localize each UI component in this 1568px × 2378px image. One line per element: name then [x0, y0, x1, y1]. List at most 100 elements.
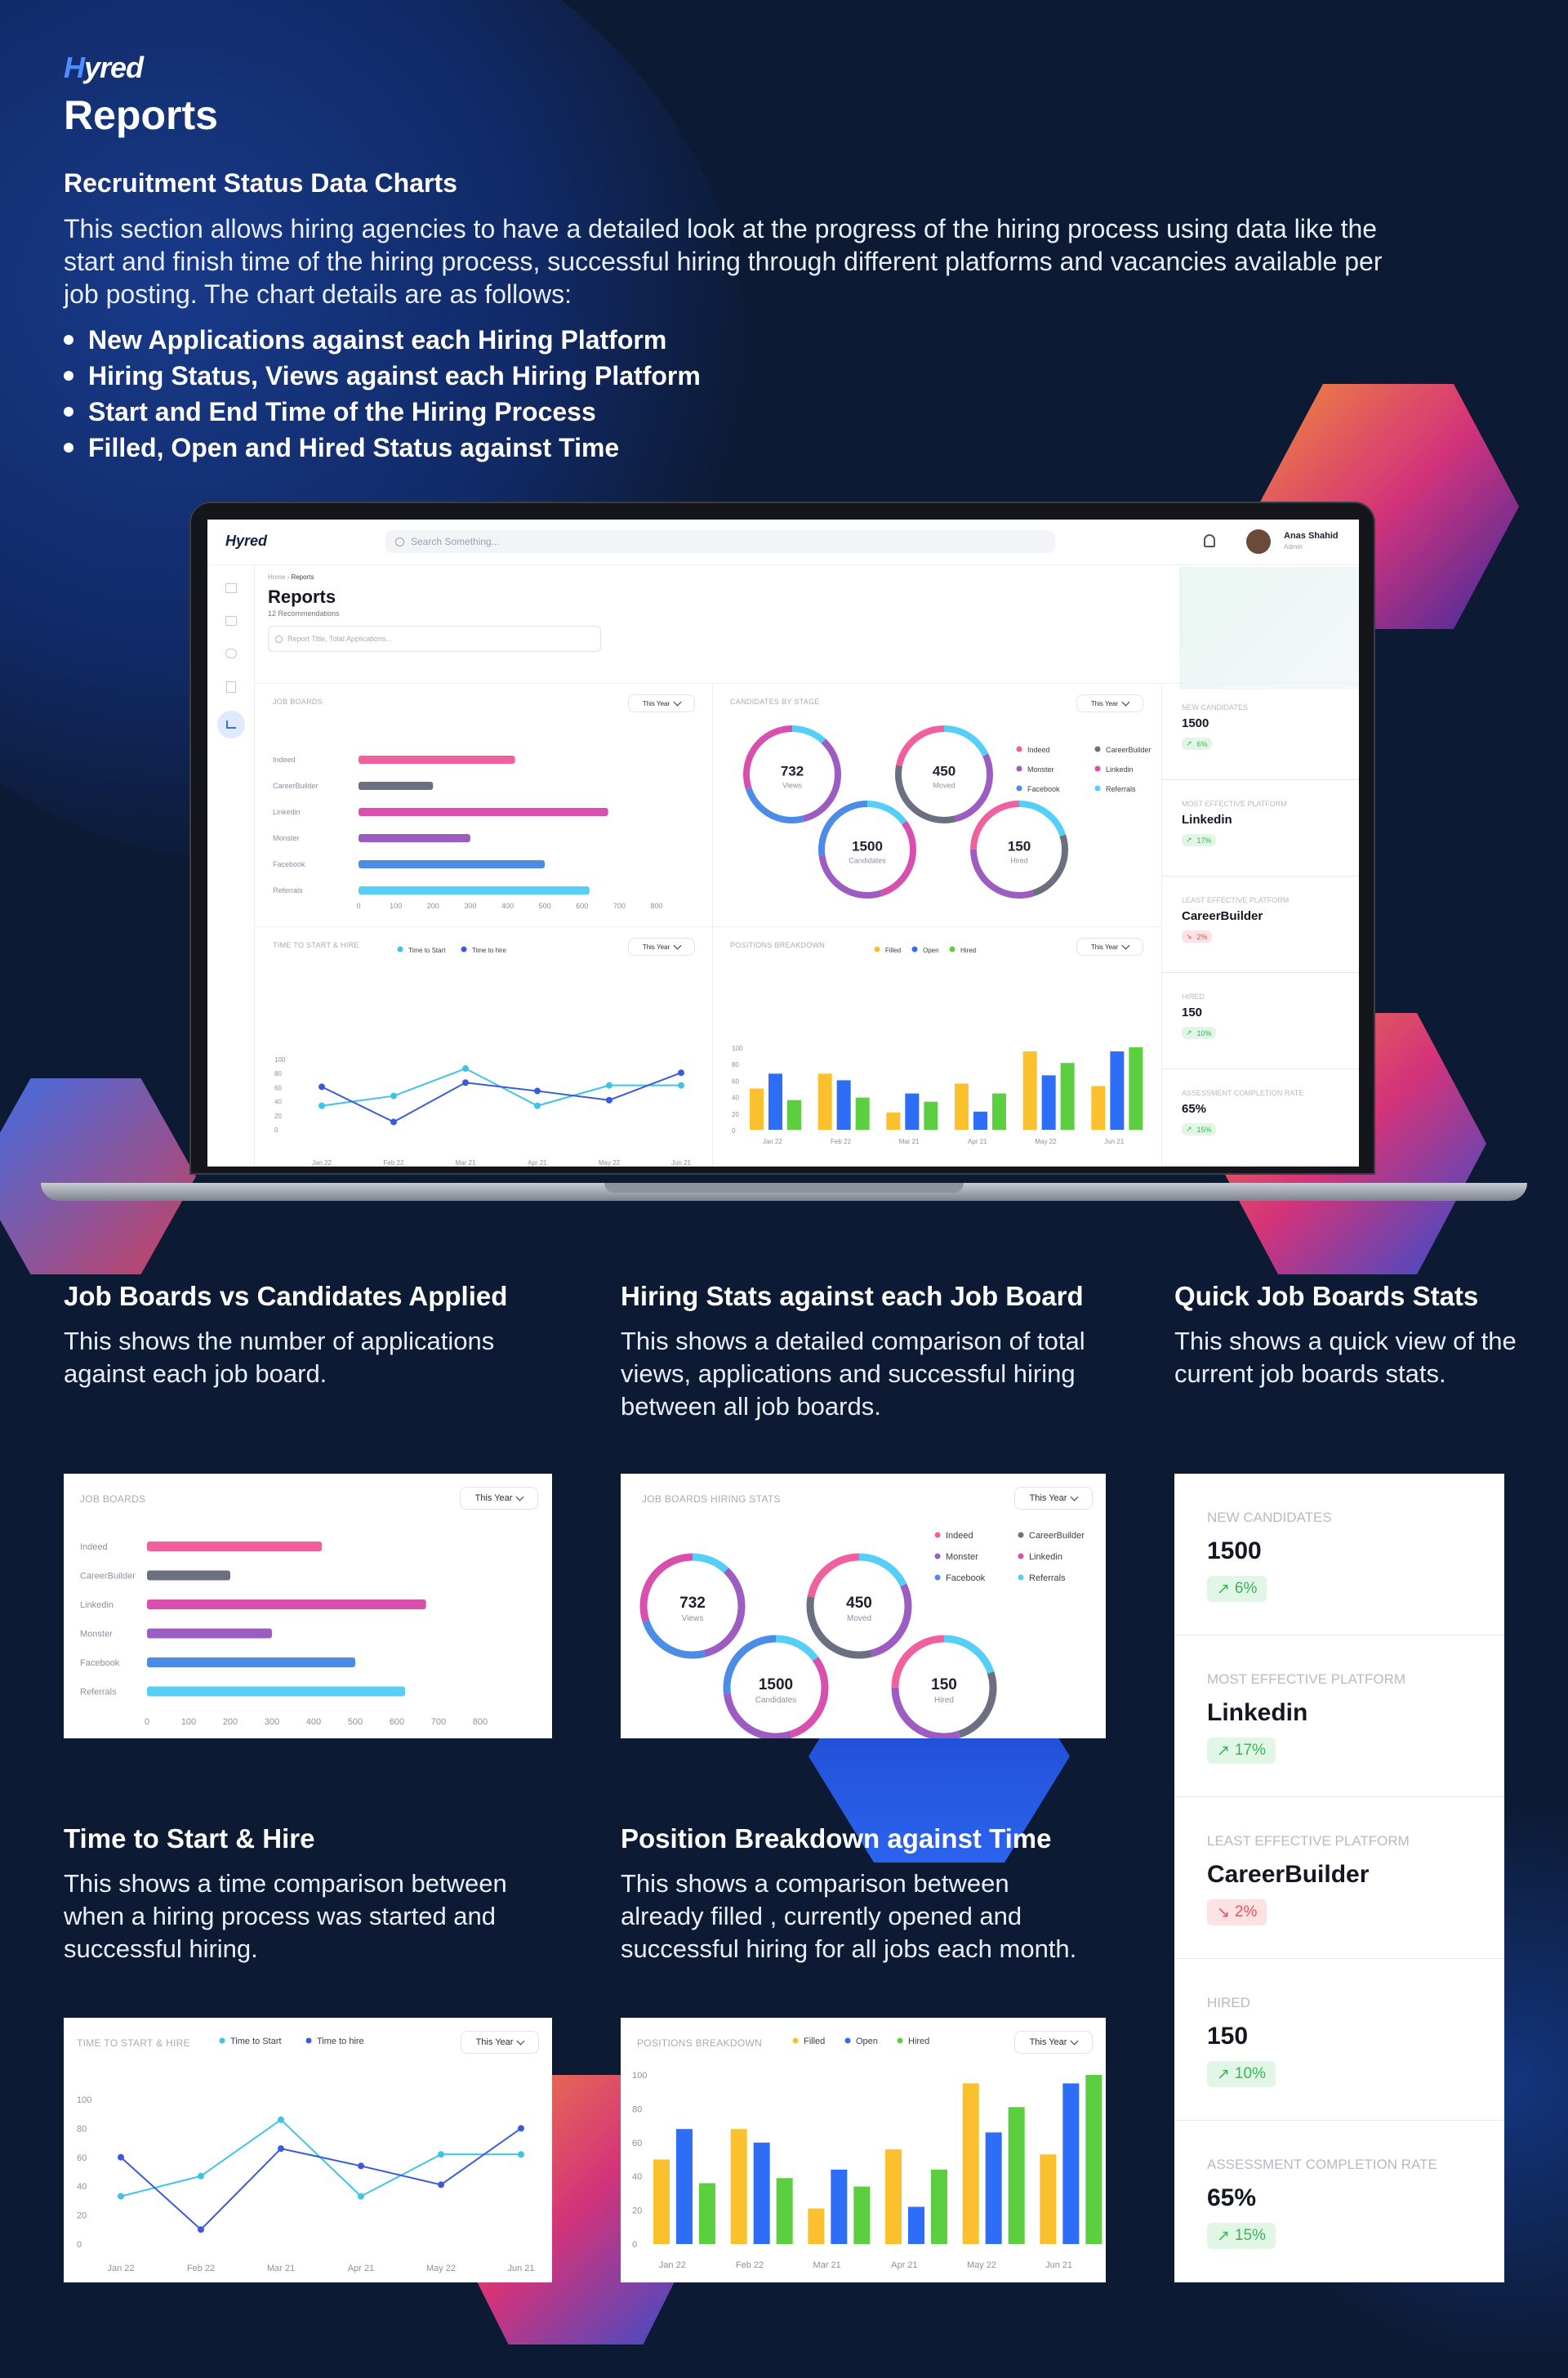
bar-open[interactable] — [908, 2206, 924, 2244]
bar-hired[interactable] — [855, 1097, 870, 1130]
bar-facebook[interactable] — [147, 1657, 355, 1667]
x-tick: 300 — [464, 902, 476, 910]
data-point[interactable] — [390, 1118, 397, 1126]
bar-hired[interactable] — [1008, 2107, 1025, 2244]
bar-linkedin[interactable] — [147, 1599, 426, 1609]
bar-monster[interactable] — [147, 1628, 272, 1639]
bar-hired[interactable] — [1129, 1047, 1143, 1130]
data-point[interactable] — [534, 1102, 541, 1109]
bar-filled[interactable] — [1022, 1051, 1037, 1130]
bar-careerbuilder[interactable] — [359, 782, 434, 790]
y-tick: 20 — [632, 2206, 642, 2216]
data-point[interactable] — [462, 1079, 469, 1086]
data-point[interactable] — [278, 2116, 284, 2123]
bar-filled[interactable] — [653, 2159, 670, 2245]
year-filter-dropdown[interactable]: This Year — [1014, 2031, 1093, 2054]
trend-up-icon: ↗ — [1186, 1028, 1192, 1037]
bar-open[interactable] — [676, 2129, 693, 2244]
avatar[interactable] — [1246, 529, 1271, 554]
bar-filled[interactable] — [1091, 1086, 1106, 1130]
category-label: CareerBuilder — [273, 782, 318, 790]
mini-year-filter[interactable]: This Year — [1076, 694, 1143, 712]
bar-indeed[interactable] — [147, 1541, 323, 1551]
report-search-input[interactable]: Report Title, Total Applications... — [268, 626, 601, 652]
bar-referrals[interactable] — [359, 886, 590, 895]
bar-filled[interactable] — [730, 2129, 747, 2244]
data-point[interactable] — [678, 1082, 684, 1089]
data-point[interactable] — [358, 2162, 364, 2170]
bar-open[interactable] — [973, 1111, 987, 1130]
data-point[interactable] — [278, 2145, 284, 2153]
screen-page-subtitle: 12 Recommendations — [268, 609, 340, 618]
bar-hired[interactable] — [699, 2183, 715, 2244]
bar-filled[interactable] — [808, 2208, 825, 2244]
bar-careerbuilder[interactable] — [147, 1570, 230, 1581]
bar-hired[interactable] — [1060, 1063, 1075, 1130]
bar-hired[interactable] — [776, 2178, 793, 2244]
data-point[interactable] — [606, 1082, 612, 1089]
search-input[interactable]: Search Something... — [385, 530, 1055, 553]
x-tick: Feb 22 — [187, 2264, 215, 2273]
y-tick: 80 — [732, 1061, 739, 1069]
bar-filled[interactable] — [886, 1112, 901, 1130]
bar-filled[interactable] — [750, 1088, 764, 1131]
bar-referrals[interactable] — [147, 1686, 406, 1697]
reports-icon[interactable] — [217, 711, 245, 738]
year-filter-dropdown[interactable]: This Year — [460, 1487, 538, 1510]
home-icon[interactable] — [225, 583, 237, 593]
trend-up-icon: ↗ — [1217, 1580, 1230, 1598]
data-point[interactable] — [438, 2151, 444, 2158]
year-filter-dropdown[interactable]: This Year — [461, 2031, 539, 2054]
bar-filled[interactable] — [962, 2083, 979, 2244]
mini-year-filter[interactable]: This Year — [628, 938, 695, 956]
mini-year-filter[interactable]: This Year — [1076, 938, 1143, 956]
y-tick: 60 — [732, 1077, 739, 1085]
data-point[interactable] — [462, 1065, 469, 1073]
bar-open[interactable] — [836, 1080, 851, 1130]
bar-hired[interactable] — [1085, 2075, 1102, 2244]
data-point[interactable] — [118, 2153, 124, 2161]
bar-open[interactable] — [768, 1073, 782, 1130]
bar-indeed[interactable] — [359, 756, 515, 764]
bar-filled[interactable] — [1040, 2154, 1057, 2244]
data-point[interactable] — [518, 2125, 524, 2132]
bar-hired[interactable] — [853, 2186, 871, 2244]
bar-hired[interactable] — [787, 1100, 801, 1130]
mini-year-filter[interactable]: This Year — [628, 694, 695, 712]
data-point[interactable] — [518, 2151, 524, 2158]
data-point[interactable] — [534, 1087, 541, 1095]
bar-monster[interactable] — [359, 834, 470, 842]
bell-icon[interactable] — [1204, 534, 1215, 547]
data-point[interactable] — [118, 2193, 124, 2200]
briefcase-icon[interactable] — [225, 616, 237, 626]
x-tick: Jan 22 — [763, 1138, 783, 1145]
bar-filled[interactable] — [885, 2149, 902, 2244]
year-filter-dropdown[interactable]: This Year — [1014, 1487, 1093, 1510]
data-point[interactable] — [358, 2193, 364, 2200]
data-point[interactable] — [678, 1069, 684, 1077]
bar-open[interactable] — [1110, 1051, 1125, 1130]
bar-open[interactable] — [985, 2132, 1002, 2244]
bar-open[interactable] — [905, 1093, 920, 1130]
bar-open[interactable] — [1062, 2083, 1080, 2244]
bar-hired[interactable] — [992, 1093, 1006, 1130]
data-point[interactable] — [606, 1096, 612, 1104]
bar-open[interactable] — [1041, 1075, 1056, 1130]
legend-dot — [461, 946, 467, 953]
bar-filled[interactable] — [955, 1083, 969, 1130]
data-point[interactable] — [390, 1092, 397, 1100]
bar-hired[interactable] — [931, 2169, 947, 2244]
bar-facebook[interactable] — [359, 860, 546, 868]
data-point[interactable] — [438, 2181, 444, 2188]
users-icon[interactable] — [225, 649, 237, 658]
bar-filled[interactable] — [817, 1073, 832, 1130]
document-icon[interactable] — [226, 681, 236, 693]
bar-linkedin[interactable] — [359, 808, 608, 816]
data-point[interactable] — [318, 1083, 325, 1091]
bar-open[interactable] — [753, 2142, 770, 2244]
data-point[interactable] — [318, 1102, 325, 1109]
bar-open[interactable] — [831, 2169, 848, 2244]
data-point[interactable] — [198, 2226, 204, 2233]
bar-hired[interactable] — [924, 1101, 938, 1130]
data-point[interactable] — [198, 2172, 204, 2179]
